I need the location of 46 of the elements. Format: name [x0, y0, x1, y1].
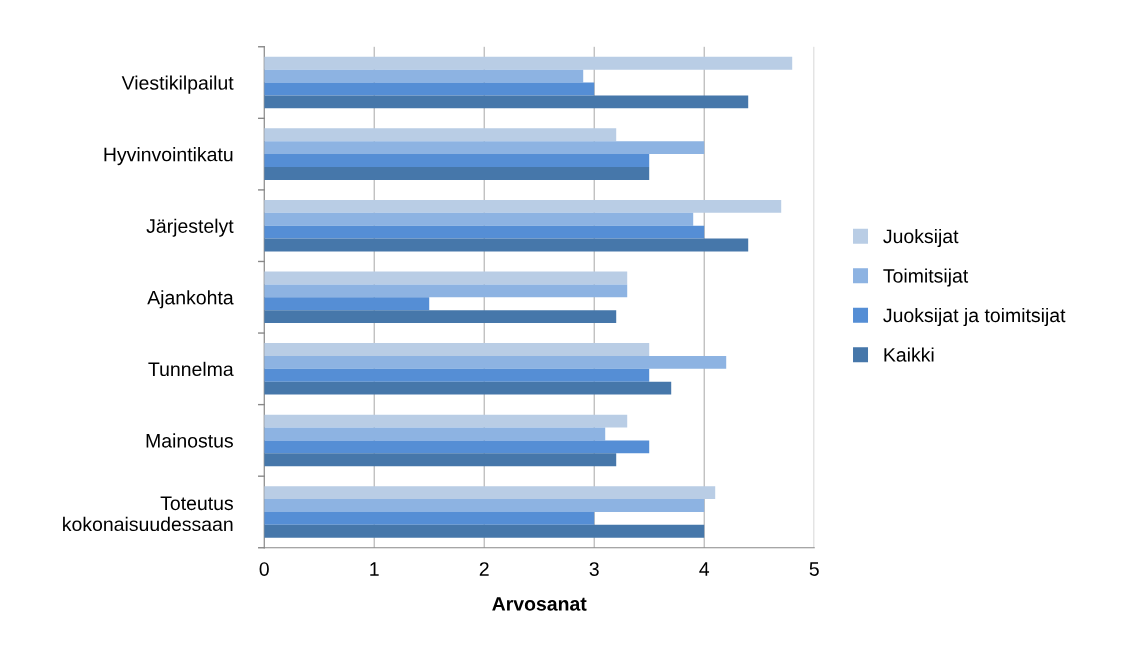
x-tick-label: 4 — [699, 562, 710, 576]
y-tick-label: Mainostus — [146, 433, 233, 448]
legend-label: Juoksijat — [883, 228, 959, 248]
bar — [264, 167, 650, 180]
y-tick-label: Ajankohta — [147, 290, 234, 309]
x-tick-label: 1 — [370, 562, 379, 576]
y-tick-label: Viestikilpailut — [121, 75, 234, 94]
bar — [264, 499, 705, 512]
bar — [264, 427, 606, 441]
bar — [264, 486, 716, 500]
bar — [264, 69, 584, 83]
legend-label: Juoksijat ja toimitsijat — [883, 307, 1066, 327]
bar — [264, 355, 727, 369]
bar — [264, 524, 705, 538]
bar — [264, 284, 628, 298]
legend-label: Kaikki — [884, 347, 934, 362]
x-tick-label: 0 — [259, 562, 269, 576]
bar — [264, 453, 617, 467]
bar — [264, 381, 672, 395]
bar — [264, 368, 650, 382]
bar — [264, 297, 430, 311]
bar — [264, 199, 782, 213]
x-axis-title: Arvosanat — [492, 597, 587, 611]
bar — [264, 128, 617, 142]
bar — [264, 511, 595, 525]
bar — [264, 154, 650, 167]
bar — [264, 212, 694, 226]
y-tick-label: Hyvinvointikatu — [104, 147, 233, 166]
bar — [264, 310, 617, 324]
bar — [264, 82, 595, 96]
bar — [264, 440, 650, 454]
x-tick-label: 3 — [589, 562, 599, 576]
bar — [264, 271, 628, 285]
legend-label: Toimitsijat — [883, 268, 969, 287]
y-tick-label: Järjestelyt — [146, 218, 234, 237]
bar — [264, 141, 705, 155]
x-tick-label: 5 — [809, 562, 819, 576]
bar — [264, 414, 628, 428]
bar — [264, 238, 749, 252]
bar — [264, 95, 749, 109]
y-tick-label: Toteutus kokonaisuudessaan — [63, 496, 233, 532]
bar — [264, 343, 650, 356]
bar — [264, 56, 793, 70]
x-tick-label: 2 — [479, 562, 489, 576]
y-tick-label: Tunnelma — [148, 361, 234, 377]
bar — [264, 225, 705, 239]
